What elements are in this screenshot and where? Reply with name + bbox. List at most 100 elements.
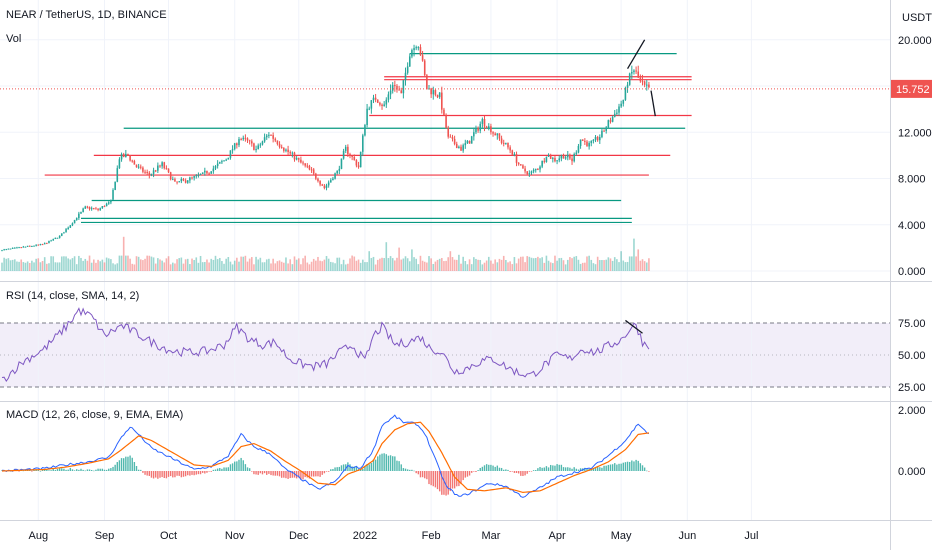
candle-body [349,154,351,156]
volume-bar [601,260,603,271]
volume-bar [248,258,251,271]
volume-bar [419,255,422,271]
volume-bar [272,258,274,271]
candle-body [599,137,601,141]
volume-bar [473,257,475,271]
macd-title[interactable]: MACD (12, 26, close, 9, EMA, EMA) [6,409,183,421]
volume-bar [564,264,567,271]
volume-bar [347,263,349,271]
macd-histogram-bar [105,469,108,471]
candle-body [35,244,37,246]
macd-histogram-bar [342,464,345,471]
macd-histogram-bar [112,466,114,471]
volume-bar [195,257,198,271]
volume-bar [114,264,116,271]
time-axis[interactable]: Aug Sep Oct Nov Dec 2022 Feb Mar Apr May Jun Jul [29,530,759,542]
candle-body [88,206,91,210]
trend-lines[interactable] [626,39,656,117]
macd-histogram-bar [400,464,402,471]
last-price-tag: 15.752 [891,79,932,98]
candle-body [274,138,277,141]
candle-body [398,89,400,91]
symbol-title[interactable]: NEAR / TetherUS, 1D, BINANCE [6,9,167,21]
rsi-title[interactable]: RSI (14, close, SMA, 14, 2) [6,290,139,302]
volume-bar [494,259,496,271]
macd-histogram-bar [308,471,311,479]
macd-histogram-bar [441,471,443,495]
rsi-pane[interactable] [0,307,890,388]
macd-histogram-bar [133,462,136,471]
candle-body [479,123,482,131]
trend-line[interactable] [650,90,656,117]
volume-bar [421,260,424,271]
volume-bar [379,258,381,271]
macd-histogram-bar [347,462,349,471]
volume-bar [255,256,257,271]
macd-histogram-bar [144,471,146,475]
volume-bar [54,262,57,271]
volume-bar [562,260,565,271]
macd-histogram-bar [157,471,159,479]
candle-body [549,155,552,159]
volume-bar [242,256,245,271]
time-tick-label: Sep [95,530,115,542]
macd-histogram-bar [195,471,197,475]
macd-histogram-bar [641,465,644,471]
volume-bar [80,257,82,271]
macd-histogram-bar [236,461,238,471]
rsi-trend-line[interactable] [625,319,643,334]
volume-label[interactable]: Vol [6,33,21,45]
volume-bar [101,259,104,271]
volume-bar [571,258,573,271]
price-pane[interactable] [0,39,890,271]
volume-bar [462,256,464,271]
macd-histogram-bar [142,471,144,473]
candle-body [302,162,304,164]
candle-body [539,166,541,170]
candle-body [473,132,475,137]
volume-bar [362,259,364,271]
volume-bar [455,259,458,271]
macd-histogram-bar [231,463,234,471]
volume-bar [227,256,230,271]
candle-body [492,132,494,134]
candle-body [413,48,415,51]
candle-body [82,208,84,212]
volume-bar [20,259,23,271]
candle-body [581,139,584,141]
volume-bar [142,260,144,271]
volume-bar [3,257,5,271]
candle-body [180,178,183,182]
macd-histogram-bar [554,465,556,471]
volume-bar [376,259,379,271]
candle-body [579,139,582,146]
volume-bar [334,263,336,271]
trend-line[interactable] [626,39,646,70]
macd-histogram-bar [345,464,347,471]
macd-pane[interactable] [1,414,650,498]
candle-body [110,199,112,203]
macd-histogram-bar [392,456,394,471]
candle-body [434,90,437,95]
candle-body [242,137,245,140]
volume-bar [225,258,227,271]
volume-bar [648,258,650,271]
macd-histogram-bar [451,471,454,489]
candle-body [152,170,155,174]
volume-bar [201,262,204,271]
volume-bar [453,259,456,271]
volume-bar [43,257,46,271]
candle-body [278,143,281,147]
candle-body [304,163,306,166]
volume-bar [180,257,183,271]
macd-histogram-bar [513,471,516,473]
volume-bar [374,264,377,271]
macd-histogram-bar [65,469,67,471]
volume-bar [176,259,178,271]
macd-histogram-bar [61,468,63,471]
macd-histogram-bar [404,468,407,471]
candle-body [332,178,334,181]
